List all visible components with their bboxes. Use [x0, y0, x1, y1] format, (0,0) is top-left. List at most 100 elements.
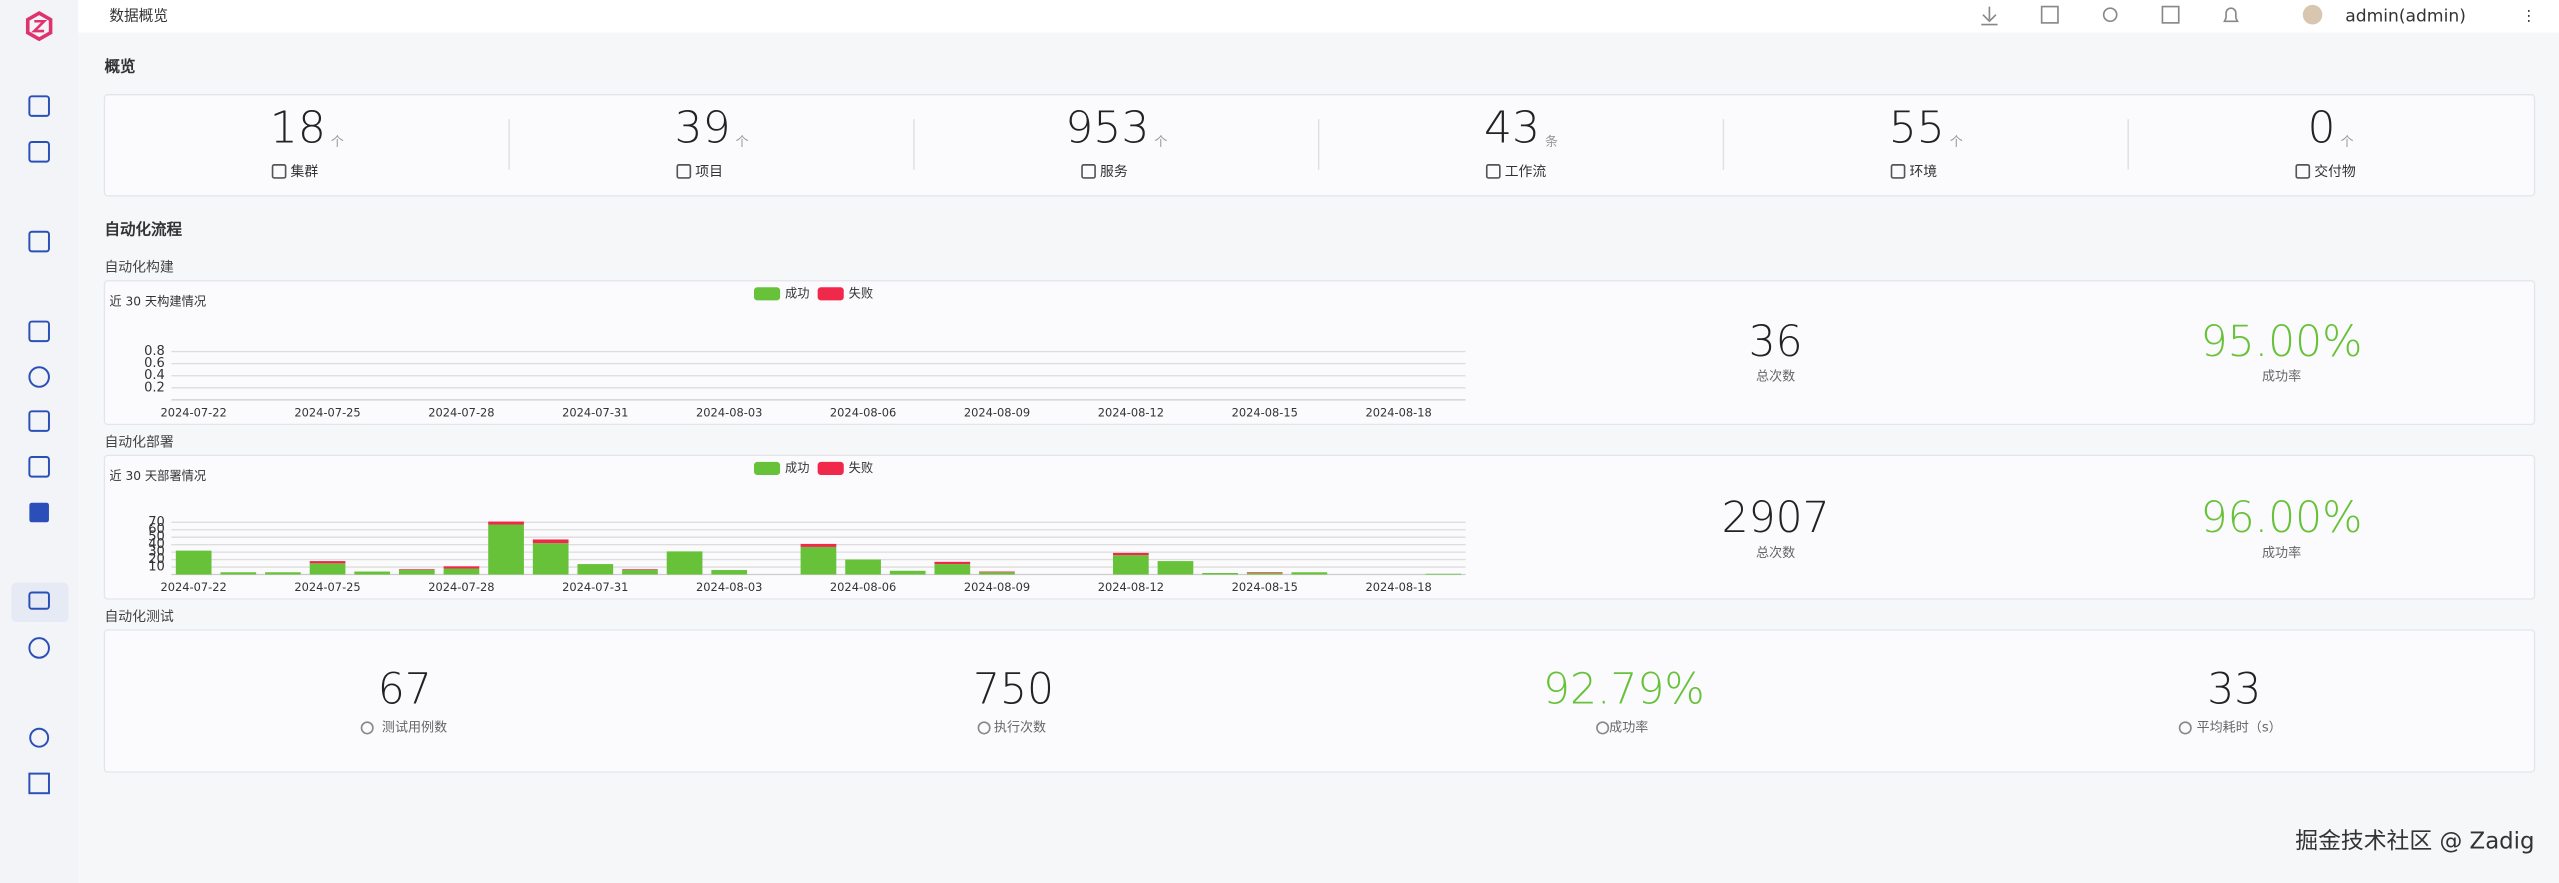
x-tick-label: 2024-08-18	[1365, 580, 1431, 594]
nav-icon[interactable]	[28, 410, 50, 432]
overview-label: 服务	[1100, 164, 1128, 180]
logo[interactable]	[25, 11, 53, 42]
lang-icon[interactable]	[2040, 5, 2059, 24]
stat-icon	[977, 721, 991, 735]
nav-icon[interactable]	[28, 141, 50, 163]
nav-icon[interactable]	[28, 591, 50, 610]
bar	[1425, 573, 1462, 575]
x-tick-label: 2024-08-03	[696, 405, 762, 419]
x-tick-label: 2024-08-15	[1232, 405, 1298, 419]
y-tick-label: 0.4	[144, 368, 165, 383]
hub-icon[interactable]	[2102, 7, 2118, 23]
y-tick-label: 40	[148, 537, 165, 552]
bar	[309, 561, 346, 564]
chart-title: 近 30 天构建情况	[109, 293, 206, 308]
legend-label: 失败	[849, 460, 873, 475]
x-tick-label: 2024-08-12	[1098, 405, 1164, 419]
bar	[443, 566, 480, 569]
user-name[interactable]: admin(admin)	[2345, 6, 2466, 26]
x-tick-label: 2024-07-22	[161, 580, 227, 594]
nav-icon[interactable]	[28, 230, 50, 253]
overview-label: 工作流	[1505, 164, 1547, 180]
bar	[309, 563, 346, 575]
stat-value: 95.00%	[2201, 318, 2363, 367]
stat-label: 平均耗时（s）	[2197, 720, 2282, 735]
bar	[443, 568, 480, 575]
avatar[interactable]	[2302, 4, 2323, 25]
x-tick-label: 2024-08-09	[964, 405, 1030, 419]
bar	[354, 571, 391, 575]
doc-icon[interactable]	[2161, 5, 2180, 24]
nav-icon[interactable]	[28, 772, 50, 795]
nav-icon[interactable]	[28, 320, 50, 343]
nav-icon[interactable]	[28, 637, 50, 659]
download-icon[interactable]	[1981, 6, 1998, 26]
breadcrumb: 数据概览	[109, 7, 168, 24]
x-tick-label: 2024-08-06	[830, 405, 896, 419]
nav-icon[interactable]	[28, 456, 50, 478]
overview-label: 集群	[290, 164, 318, 180]
more-menu[interactable]: ⋮	[2521, 7, 2536, 24]
sub-title: 自动化测试	[104, 609, 173, 625]
bar	[532, 543, 569, 575]
bar	[800, 543, 837, 547]
nav-icon[interactable]	[29, 727, 50, 748]
bar	[398, 569, 435, 571]
x-tick-label: 2024-08-18	[1365, 405, 1431, 419]
y-tick-label: 10	[148, 560, 165, 575]
bar	[622, 570, 658, 575]
bell-icon[interactable]	[2223, 7, 2239, 23]
legend-label: 成功	[785, 461, 809, 475]
bar	[845, 559, 881, 575]
y-tick-label: 50	[148, 530, 165, 545]
nav-icon[interactable]	[28, 366, 50, 388]
sub-title: 自动化部署	[104, 434, 173, 450]
nav-icon[interactable]	[28, 95, 50, 117]
nav	[11, 95, 69, 795]
stat-label: 总次数	[1756, 369, 1795, 385]
stat-value: 92.79%	[1543, 666, 1705, 715]
legend-swatch	[817, 287, 844, 301]
nav-icon[interactable]	[29, 502, 49, 523]
stat-value: 33	[2207, 666, 2261, 715]
item-icon	[1485, 164, 1501, 179]
x-tick-label: 2024-08-06	[830, 580, 896, 594]
unit: 个	[1154, 135, 1167, 150]
watermark: 掘金技术社区 @ Zadig	[2295, 829, 2534, 855]
y-tick-label: 0.6	[144, 356, 165, 371]
stat-label: 成功率	[2262, 369, 2301, 385]
x-tick-label: 2024-07-22	[161, 405, 227, 419]
item-icon	[2295, 164, 2311, 179]
item-icon	[1890, 164, 1906, 179]
unit: 个	[736, 135, 749, 150]
value: 0	[2308, 103, 2336, 154]
unit: 条	[1545, 134, 1558, 150]
overview-card	[103, 94, 2536, 197]
x-tick-label: 2024-08-03	[696, 580, 762, 594]
overview-value: 18 个	[270, 103, 344, 154]
overview-label: 交付物	[2314, 163, 2356, 180]
legend-swatch	[817, 461, 844, 475]
overview-value: 43 条	[1484, 103, 1558, 154]
stat-value: 67	[378, 666, 432, 715]
stat-value: 36	[1749, 318, 1803, 367]
stat-icon	[360, 721, 374, 735]
stat-icon	[2178, 721, 2192, 735]
bar	[1112, 555, 1149, 575]
header	[78, 0, 2559, 33]
stat-value: 2907	[1722, 494, 1830, 543]
overview-label: 项目	[695, 164, 723, 180]
bar	[666, 551, 703, 575]
item-icon	[676, 164, 692, 179]
x-tick-label: 2024-08-12	[1098, 580, 1164, 594]
bar	[398, 570, 435, 575]
x-tick-label: 2024-07-25	[294, 580, 360, 594]
bar	[577, 564, 614, 575]
bar	[622, 569, 658, 571]
bar	[979, 572, 1015, 575]
x-tick-label: 2024-08-09	[964, 580, 1030, 594]
y-tick-label: 20	[148, 552, 165, 567]
